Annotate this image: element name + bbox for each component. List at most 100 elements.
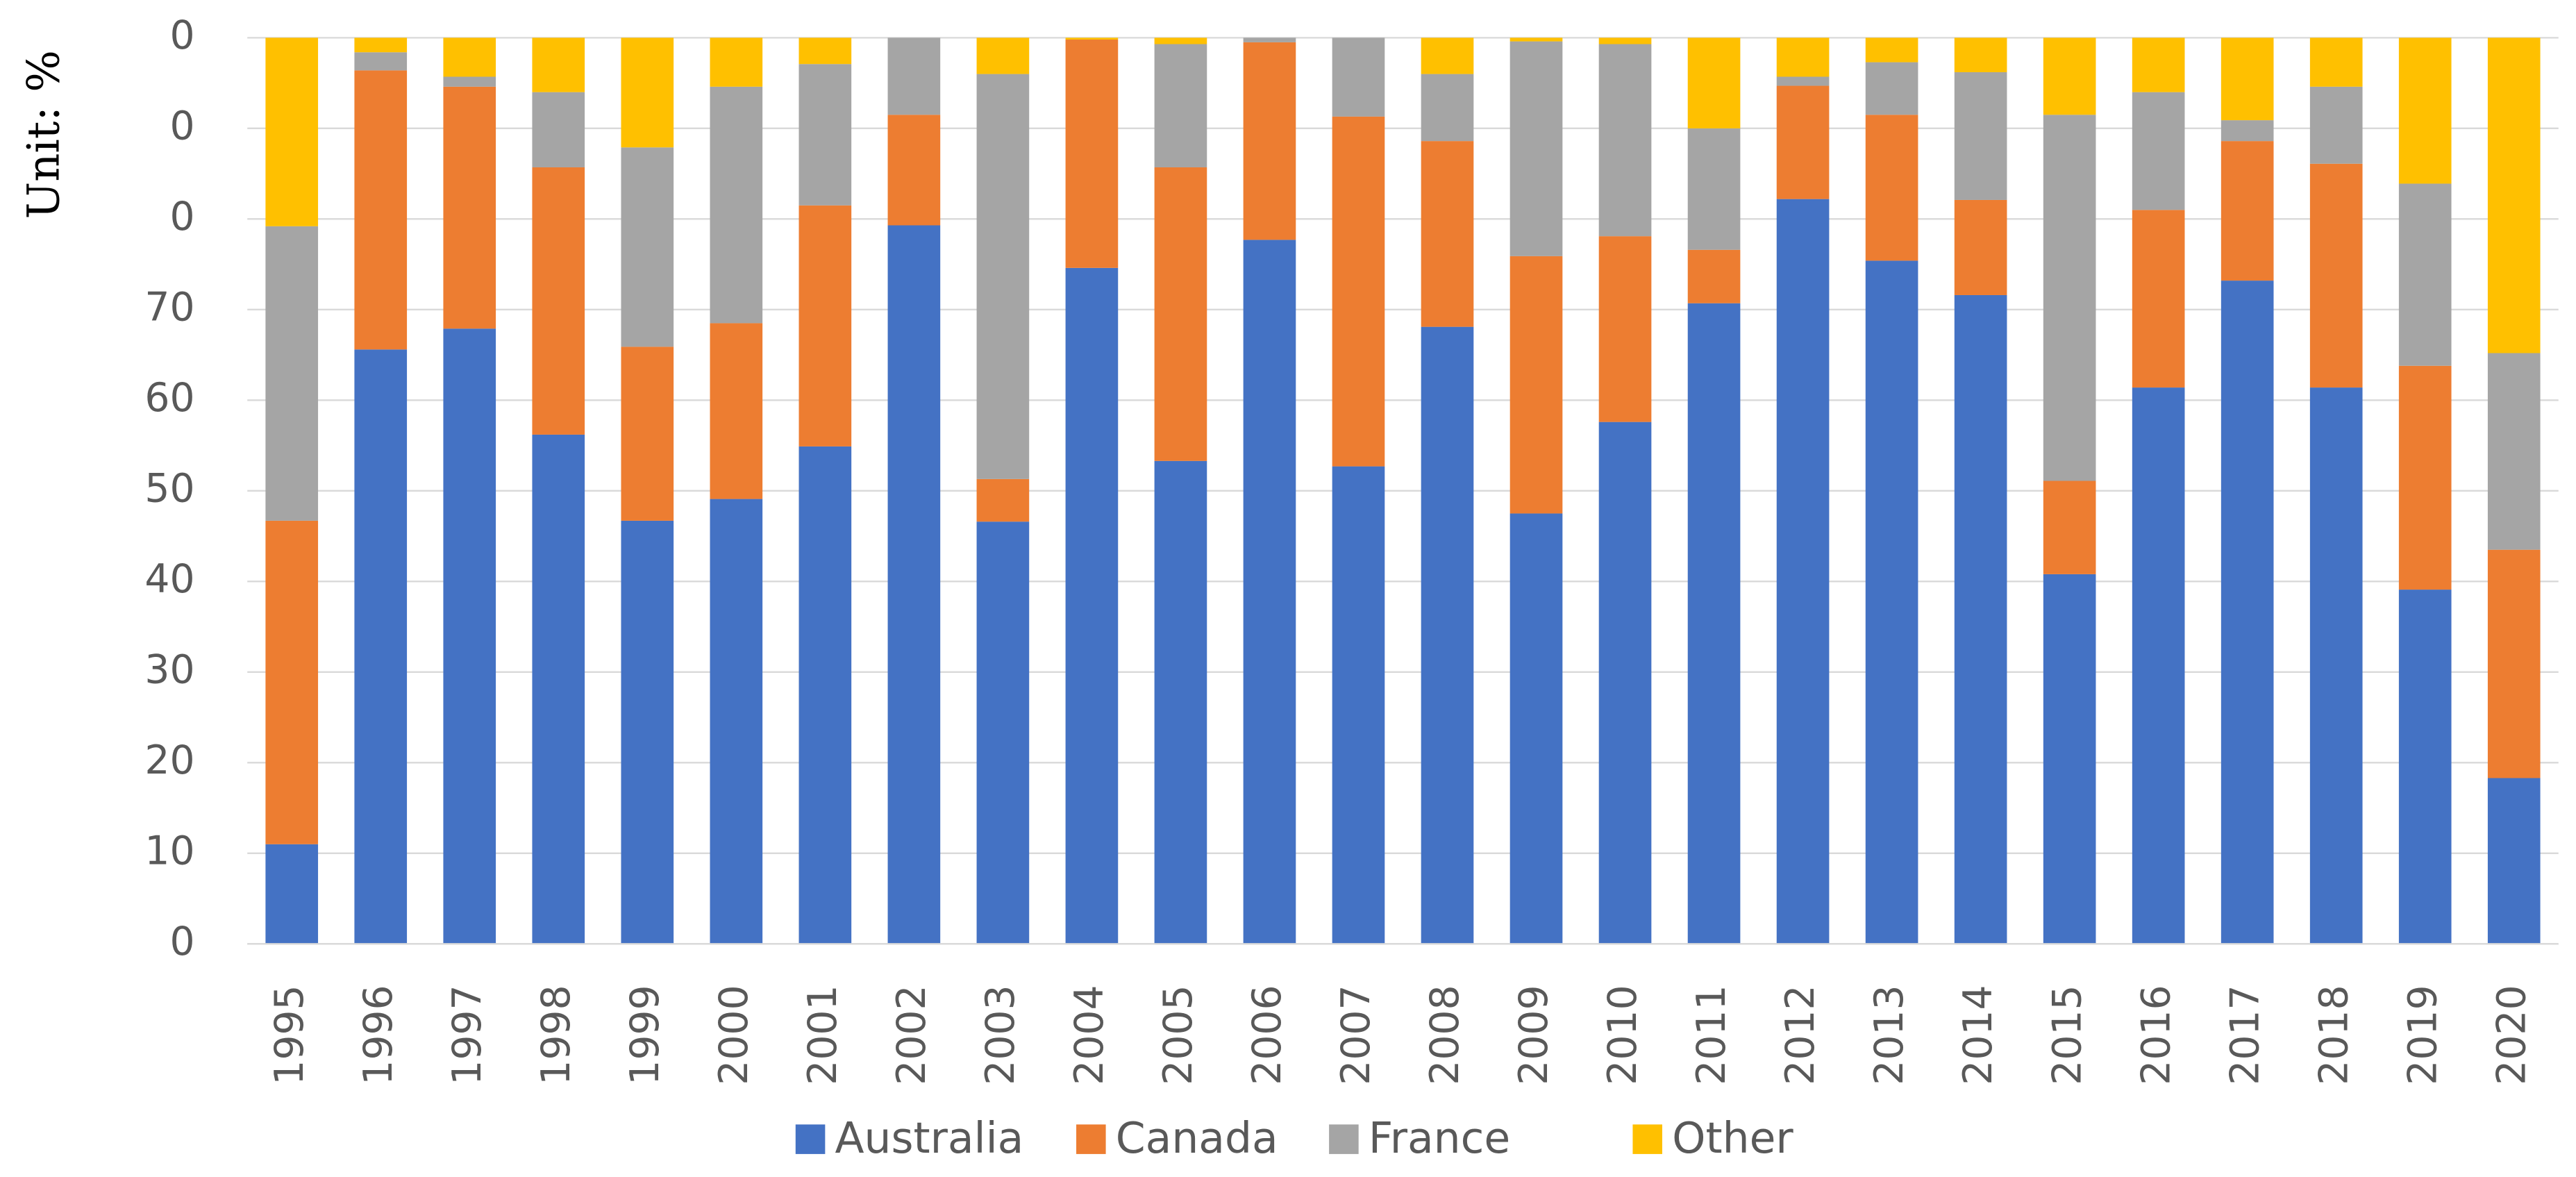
bar-segment (621, 520, 674, 944)
x-tick-label: 2005 (1155, 985, 1201, 1085)
bar-segment (1598, 236, 1652, 422)
bar-segment (976, 478, 1030, 522)
bar-segment (532, 37, 585, 92)
bar-segment (2487, 778, 2541, 944)
bar-segment (798, 64, 852, 206)
bar-segment (2043, 37, 2096, 115)
y-tick-label: 0 (169, 103, 194, 149)
bar-segment (1598, 421, 1652, 944)
bar-segment (1509, 41, 1563, 256)
bar-segment (354, 349, 408, 944)
bar-segment (1776, 76, 1830, 86)
bar-segment (1776, 199, 1830, 944)
bar-segment (354, 37, 408, 53)
bar-segment (1065, 267, 1119, 944)
legend-swatch (1076, 1124, 1106, 1154)
bar-segment (2487, 549, 2541, 778)
bar-segment (710, 86, 763, 324)
bar-segment (621, 147, 674, 347)
bar-segment (1065, 39, 1119, 268)
y-tick-label: 20 (144, 737, 194, 783)
y-tick-label: 10 (144, 828, 194, 874)
bar-segment (1954, 199, 2007, 295)
bar-segment (1509, 513, 1563, 944)
bar-segment (1243, 42, 1296, 240)
bar-segment (798, 446, 852, 944)
bar-segment (1687, 128, 1741, 250)
bar-segment (2398, 183, 2452, 366)
bar-segment (265, 844, 319, 944)
bar-segment (354, 52, 408, 71)
bar-segment (1154, 460, 1207, 944)
x-tick-label: 2001 (800, 985, 846, 1085)
x-tick-label: 1996 (356, 985, 401, 1085)
bar-segment (2487, 353, 2541, 550)
bar-segment (621, 37, 674, 148)
bar-segment (1954, 37, 2007, 72)
bar-segment (887, 37, 941, 115)
bar-segment (2132, 387, 2185, 944)
y-tick-label: 70 (144, 284, 194, 330)
bar-segment (1154, 37, 1207, 44)
bar-segment (1598, 37, 1652, 44)
bar-segment (1421, 141, 1474, 327)
bar-segment (1421, 74, 1474, 142)
y-axis-label: Unit: % (18, 50, 69, 219)
y-tick-label: 0 (169, 12, 194, 58)
bar-segment (2043, 481, 2096, 574)
bar-segment (710, 323, 763, 499)
legend-swatch (1329, 1124, 1359, 1154)
bar-segment (2309, 163, 2363, 388)
x-tick-label: 2015 (2044, 985, 2090, 1085)
bar-segment (1509, 37, 1563, 42)
x-tick-label: 2016 (2133, 985, 2179, 1085)
x-tick-label: 2003 (978, 985, 1023, 1085)
x-tick-label: 2008 (1422, 985, 1468, 1085)
bar-segment (1332, 116, 1385, 467)
y-tick-label: 50 (144, 465, 194, 511)
x-tick-label: 1999 (622, 985, 668, 1085)
bar-segment (1865, 62, 1918, 115)
legend-label: Other (1672, 1114, 1793, 1163)
bar-segment (2309, 86, 2363, 164)
legend-label: France (1369, 1114, 1510, 1163)
bar-segment (1154, 167, 1207, 461)
bar-segment (1687, 303, 1741, 944)
bar-segment (976, 74, 1030, 479)
legend-label: Canada (1116, 1114, 1278, 1163)
bar-segment (1687, 249, 1741, 303)
bar-segment (1154, 44, 1207, 167)
bar-segment (1776, 37, 1830, 77)
legend-label: Australia (835, 1114, 1024, 1163)
x-tick-label: 2009 (1511, 985, 1557, 1085)
bar-segment (976, 521, 1030, 944)
bar-segment (265, 226, 319, 521)
bar-segment (2043, 574, 2096, 944)
bar-segment (443, 76, 496, 87)
x-tick-label: 2006 (1244, 985, 1290, 1085)
bar-segment (2220, 37, 2274, 121)
x-tick-label: 2012 (1778, 985, 1823, 1085)
bar-segment (1865, 115, 1918, 261)
bar-segment (1421, 37, 1474, 74)
x-tick-label: 2011 (1689, 985, 1734, 1085)
bar-segment (798, 205, 852, 446)
bar-segment (2309, 387, 2363, 944)
x-tick-label: 2018 (2311, 985, 2357, 1085)
bar-segment (887, 225, 941, 944)
bar-segment (532, 92, 585, 167)
bar-segment (621, 347, 674, 521)
bar-segment (532, 167, 585, 435)
bar-segment (1598, 44, 1652, 237)
bar-segment (1332, 466, 1385, 944)
bar-segment (2132, 37, 2185, 92)
x-tick-label: 2002 (889, 985, 935, 1085)
y-tick-label: 40 (144, 556, 194, 602)
bar-segment (1332, 37, 1385, 117)
bar-segment (887, 115, 941, 226)
bar-segment (354, 70, 408, 350)
bar-segment (2220, 281, 2274, 944)
x-tick-label: 2010 (1600, 985, 1646, 1085)
x-tick-label: 2017 (2222, 985, 2268, 1085)
